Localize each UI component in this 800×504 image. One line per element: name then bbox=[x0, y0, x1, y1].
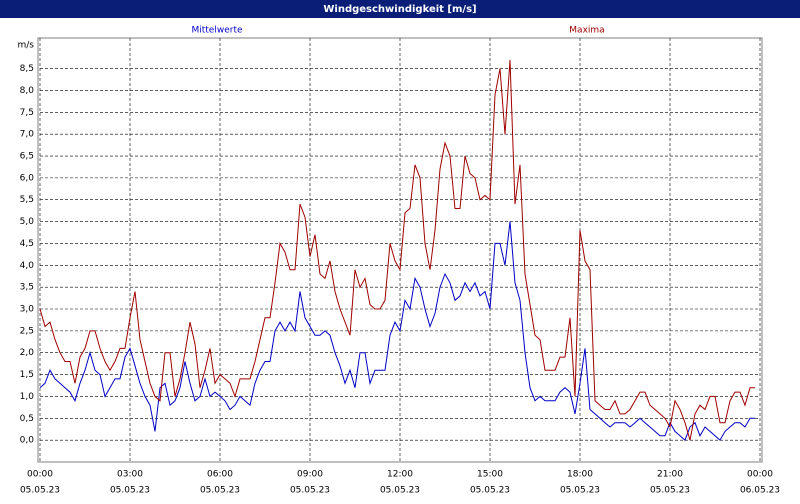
y-tick-label: 7,5 bbox=[20, 108, 34, 118]
y-tick-label: 4,5 bbox=[20, 239, 34, 249]
x-tick-date: 05.05.23 bbox=[110, 486, 150, 496]
x-tick-date: 05.05.23 bbox=[470, 486, 510, 496]
y-tick-label: 1,0 bbox=[20, 392, 35, 402]
y-tick-label: 0,5 bbox=[20, 414, 34, 424]
x-tick-label: 09:00 bbox=[297, 470, 323, 480]
x-tick-label: 00:00 bbox=[747, 470, 773, 480]
x-tick-label: 21:00 bbox=[657, 470, 683, 480]
y-tick-label: 6,0 bbox=[20, 173, 35, 183]
y-tick-label: 5,0 bbox=[20, 217, 35, 227]
x-tick-label: 06:00 bbox=[207, 470, 233, 480]
data-line bbox=[39, 59, 755, 441]
y-tick-label: 7,0 bbox=[20, 130, 35, 140]
x-tick-date: 05.05.23 bbox=[650, 486, 690, 496]
y-tick-label: 4,0 bbox=[20, 261, 35, 271]
legend-label: Maxima bbox=[569, 26, 604, 36]
legend-label: Mittelwerte bbox=[191, 26, 242, 36]
y-tick-label: 8,0 bbox=[20, 86, 35, 96]
y-tick-label: 0,0 bbox=[20, 436, 35, 446]
y-tick-label: 2,5 bbox=[20, 326, 34, 336]
chart-title: Windgeschwindigkeit [m/s] bbox=[323, 4, 476, 15]
y-tick-label: 1,5 bbox=[20, 370, 34, 380]
x-tick-date: 05.05.23 bbox=[560, 486, 600, 496]
x-tick-date: 05.05.23 bbox=[290, 486, 330, 496]
y-tick-label: 6,5 bbox=[20, 152, 34, 162]
y-tick-label: 8,5 bbox=[20, 64, 34, 74]
title-bar bbox=[0, 0, 800, 18]
x-tick-date: 05.05.23 bbox=[200, 486, 240, 496]
y-tick-label: 5,5 bbox=[20, 195, 34, 205]
x-tick-label: 03:00 bbox=[117, 470, 143, 480]
x-tick-date: 05.05.23 bbox=[20, 486, 60, 496]
y-tick-label: 3,0 bbox=[20, 305, 35, 315]
y-axis-label: m/s bbox=[18, 41, 35, 51]
x-tick-date: 05.05.23 bbox=[380, 486, 420, 496]
x-tick-label: 12:00 bbox=[387, 470, 413, 480]
x-tick-label: 00:00 bbox=[27, 470, 53, 480]
x-tick-date: 06.05.23 bbox=[740, 486, 780, 496]
y-tick-label: 2,0 bbox=[20, 348, 35, 358]
x-tick-label: 18:00 bbox=[567, 470, 593, 480]
data-line bbox=[39, 221, 755, 441]
x-tick-label: 15:00 bbox=[477, 470, 503, 480]
y-tick-label: 3,5 bbox=[20, 283, 34, 293]
